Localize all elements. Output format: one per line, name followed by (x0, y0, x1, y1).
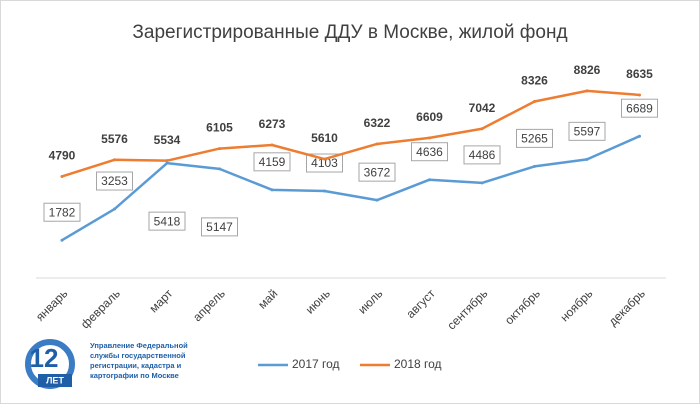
data-point (480, 127, 484, 131)
data-label: 4790 (49, 149, 76, 163)
data-label: 8635 (626, 67, 653, 81)
data-label-box (568, 121, 606, 141)
logo-line: службы государственной (90, 351, 186, 360)
data-label-box (463, 145, 501, 165)
data-label-box (148, 211, 186, 231)
data-label: 6273 (259, 117, 286, 131)
data-point (165, 159, 169, 163)
data-label: 4159 (259, 155, 286, 169)
data-point (323, 189, 326, 193)
data-point (585, 157, 589, 161)
legend-label: 2017 год (292, 357, 340, 371)
data-point (270, 188, 274, 192)
chart-title: Зарегистрированные ДДУ в Москве, жилой ф… (132, 22, 567, 43)
data-point (323, 157, 326, 161)
logo-band (38, 374, 72, 387)
data-label-box (621, 98, 658, 118)
data-point (270, 143, 274, 147)
data-point (533, 99, 536, 103)
data-label-box (358, 162, 396, 182)
data-label: 3672 (364, 165, 391, 179)
data-point (638, 93, 641, 97)
data-label: 7042 (469, 101, 496, 115)
data-point (218, 167, 221, 171)
data-point (428, 178, 431, 182)
data-label: 5534 (154, 133, 181, 147)
data-label: 5597 (574, 125, 601, 139)
data-label: 8326 (521, 74, 548, 88)
data-label: 6105 (206, 121, 233, 135)
logo-line: Управление Федеральной (90, 341, 188, 350)
data-label: 3253 (101, 174, 128, 188)
logo-line: регистрации, кадастра и (90, 361, 182, 370)
data-label: 5147 (206, 220, 233, 234)
data-point (113, 207, 116, 211)
series-line (61, 89, 640, 178)
data-point (638, 134, 641, 138)
data-label: 6322 (364, 116, 391, 130)
logo-line: картографии по Москве (90, 371, 179, 380)
data-label-box (201, 217, 238, 237)
data-label: 6609 (416, 110, 443, 124)
data-label-box (516, 128, 553, 148)
logo: 12 ЛЕТ Управление Федеральной службы гос… (25, 339, 188, 389)
data-label: 5610 (311, 131, 338, 145)
data-point (585, 89, 589, 93)
data-label-box (43, 202, 81, 222)
data-label: 4636 (416, 145, 443, 159)
data-point (113, 158, 116, 162)
data-label-box (96, 171, 133, 191)
data-label: 4103 (311, 156, 338, 170)
legend-label: 2018 год (394, 357, 442, 371)
data-point (60, 174, 64, 178)
data-point (218, 147, 221, 151)
data-point (60, 238, 64, 242)
data-label: 5418 (154, 214, 181, 228)
data-label: 5576 (101, 132, 128, 146)
logo-caption: ЛЕТ (46, 375, 64, 385)
data-point (375, 142, 379, 146)
data-label: 6689 (626, 101, 653, 115)
data-label: 5265 (521, 132, 548, 146)
series-line (61, 135, 641, 242)
data-label: 8826 (574, 63, 601, 77)
data-label-box (253, 152, 291, 172)
logo-mark: 12 (30, 343, 59, 373)
data-label-box (306, 153, 343, 173)
data-point (375, 198, 379, 202)
data-point (165, 161, 169, 165)
data-label: 1782 (49, 205, 76, 219)
data-point (533, 164, 536, 168)
data-point (428, 136, 431, 140)
data-point (480, 181, 484, 185)
data-label-box (411, 142, 448, 162)
data-label: 4486 (469, 148, 496, 162)
